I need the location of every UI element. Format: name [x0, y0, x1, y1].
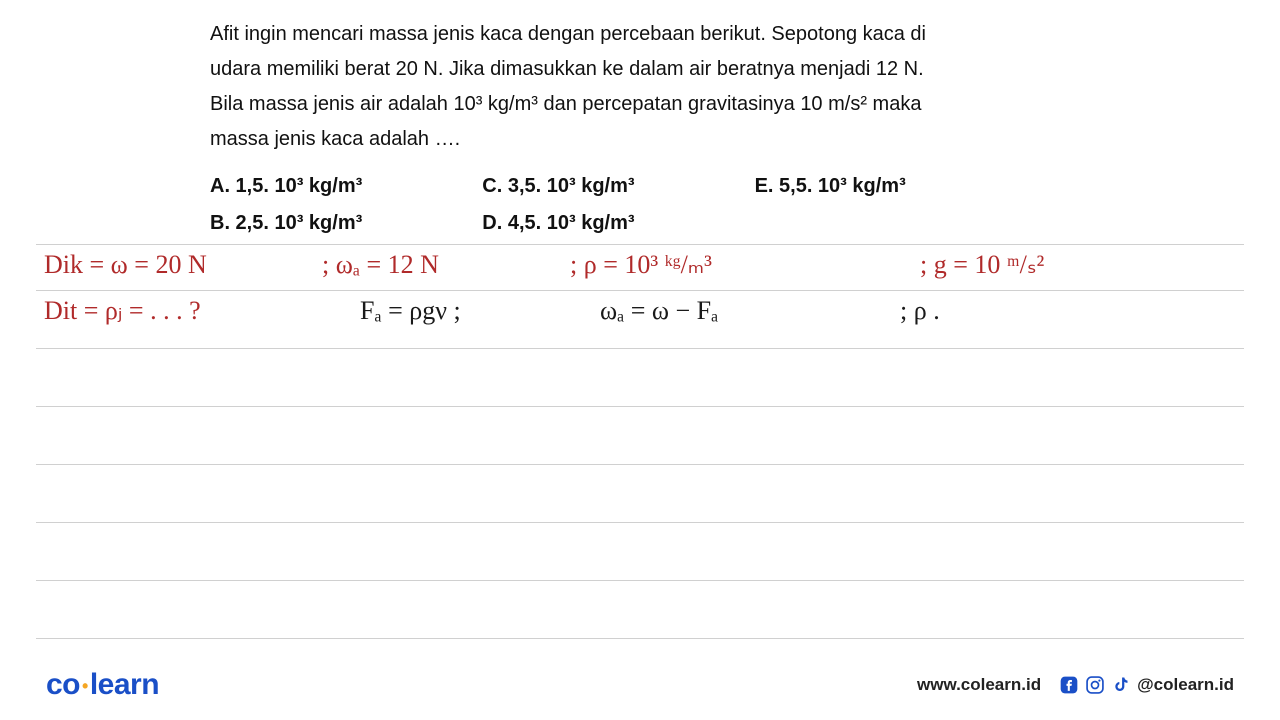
hw-rho2: ; ρ . — [900, 296, 940, 326]
hw-rho: ; ρ = 10³ ᵏᵍ/ₘ³ — [570, 250, 712, 280]
rule-line — [36, 406, 1244, 407]
instagram-icon — [1085, 675, 1105, 695]
question-block: Afit ingin mencari massa jenis kaca deng… — [210, 18, 1160, 240]
question-line: Afit ingin mencari massa jenis kaca deng… — [210, 18, 1160, 51]
rule-line — [36, 522, 1244, 523]
option-e: E. 5,5. 10³ kg/m³ — [755, 170, 906, 203]
option-c: C. 3,5. 10³ kg/m³ — [482, 170, 634, 203]
hw-g: ; g = 10 ᵐ/ₛ² — [920, 250, 1044, 280]
social-icons: @colearn.id — [1059, 675, 1234, 695]
options-row: A. 1,5. 10³ kg/m³ B. 2,5. 10³ kg/m³ C. 3… — [210, 170, 1160, 240]
rule-line — [36, 290, 1244, 291]
brand-logo: co•learn — [46, 668, 159, 702]
option-a: A. 1,5. 10³ kg/m³ — [210, 170, 362, 203]
footer: co•learn www.colearn.id @colearn.id — [46, 668, 1234, 702]
hw-dit: Dit = ρⱼ = . . . ? — [44, 296, 201, 326]
footer-right: www.colearn.id @colearn.id — [917, 675, 1234, 695]
footer-handle: @colearn.id — [1137, 675, 1234, 695]
hw-dik: Dik = ω = 20 N — [44, 250, 207, 280]
logo-dot-icon: • — [80, 676, 90, 696]
hw-fa: Fₐ = ρgν ; — [360, 296, 461, 326]
rule-line — [36, 464, 1244, 465]
hw-wa2: ωₐ = ω − Fₐ — [600, 296, 718, 326]
rule-line — [36, 244, 1244, 245]
option-d: D. 4,5. 10³ kg/m³ — [482, 207, 634, 240]
rule-line — [36, 348, 1244, 349]
tiktok-icon — [1111, 675, 1131, 695]
hw-wa: ; ωₐ = 12 N — [322, 250, 439, 280]
facebook-icon — [1059, 675, 1079, 695]
question-line: Bila massa jenis air adalah 10³ kg/m³ da… — [210, 88, 1160, 121]
rule-line — [36, 638, 1244, 639]
question-line: massa jenis kaca adalah …. — [210, 123, 1160, 156]
option-b: B. 2,5. 10³ kg/m³ — [210, 207, 362, 240]
footer-url: www.colearn.id — [917, 675, 1041, 695]
question-line: udara memiliki berat 20 N. Jika dimasukk… — [210, 53, 1160, 86]
logo-left: co — [46, 668, 80, 701]
logo-right: learn — [90, 668, 159, 701]
rule-line — [36, 580, 1244, 581]
